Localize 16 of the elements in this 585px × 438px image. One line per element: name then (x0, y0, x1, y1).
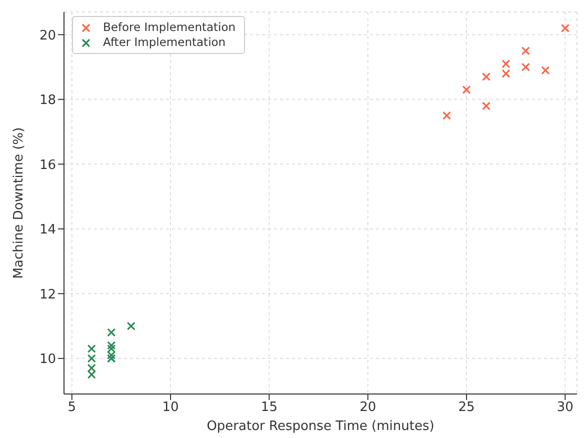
x-tick-label: 25 (458, 400, 475, 416)
x-axis-title: Operator Response Time (minutes) (206, 419, 434, 434)
x-tick-label: 15 (260, 400, 278, 416)
y-tick-label: 14 (39, 222, 56, 238)
y-tick-label: 18 (39, 93, 56, 108)
x-tick-label: 30 (556, 400, 574, 416)
legend-label: Before Implementation (103, 20, 236, 35)
x-tick-label: 5 (68, 400, 76, 416)
legend-label: After Implementation (103, 35, 226, 50)
y-tick-label: 10 (39, 352, 56, 368)
y-tick-label: 12 (39, 287, 56, 302)
y-tick-label: 16 (39, 158, 56, 173)
y-axis-title: Machine Downtime (%) (12, 127, 27, 279)
y-tick-label: 20 (39, 28, 56, 44)
x-tick-label: 10 (162, 400, 179, 416)
x-tick-label: 20 (360, 400, 376, 416)
